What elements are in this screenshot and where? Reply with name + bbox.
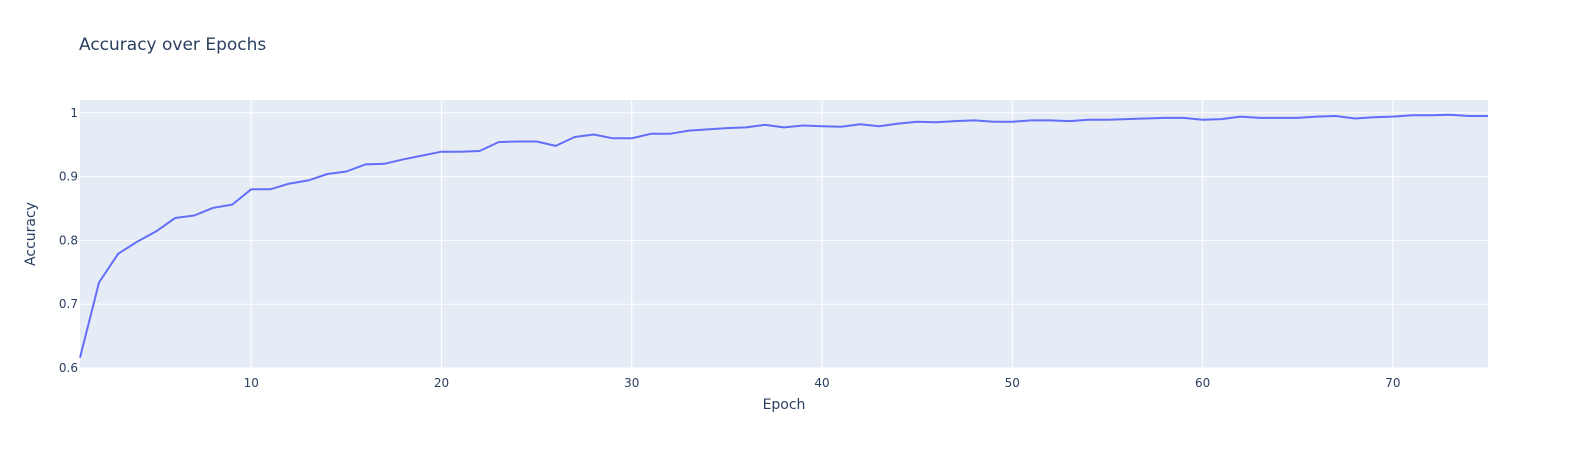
x-tick-label: 40 xyxy=(814,376,829,390)
x-tick-label: 50 xyxy=(1005,376,1020,390)
x-tick-label: 10 xyxy=(244,376,259,390)
y-tick-label: 1 xyxy=(70,106,78,120)
y-tick-label: 0.8 xyxy=(59,233,78,247)
y-gridlines xyxy=(80,112,1488,369)
x-tick-labels: 10 20 30 40 50 60 70 xyxy=(244,376,1401,390)
chart-title: Accuracy over Epochs xyxy=(79,35,266,55)
plot-area xyxy=(80,100,1488,368)
y-axis-title: Accuracy xyxy=(23,202,39,266)
x-tick-label: 60 xyxy=(1195,376,1210,390)
y-tick-labels: 0.6 0.7 0.8 0.9 1 xyxy=(59,106,78,375)
x-gridlines xyxy=(250,100,1394,368)
y-tick-label: 0.6 xyxy=(59,361,78,375)
x-axis-title: Epoch xyxy=(763,397,806,413)
x-tick-label: 30 xyxy=(624,376,639,390)
x-tick-label: 20 xyxy=(434,376,449,390)
series-layer xyxy=(79,113,1488,359)
series-line xyxy=(79,113,1488,359)
y-tick-label: 0.9 xyxy=(59,170,78,184)
x-tick-label: 70 xyxy=(1385,376,1400,390)
y-tick-label: 0.7 xyxy=(59,297,78,311)
